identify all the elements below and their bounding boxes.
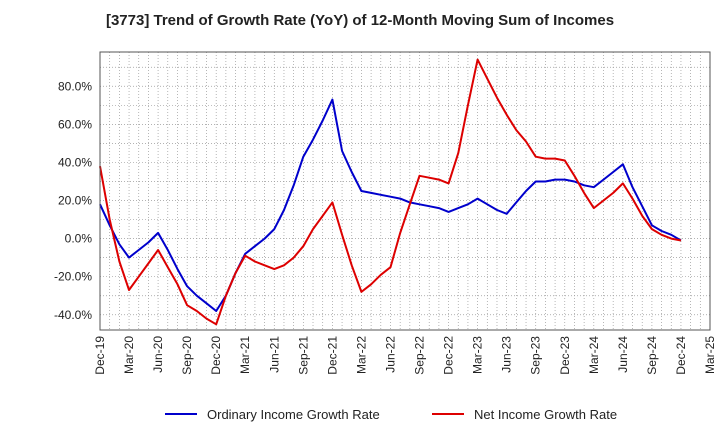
- x-tick-label: Mar-22: [354, 336, 368, 374]
- x-tick-label: Mar-25: [703, 336, 717, 374]
- x-tick-label: Sep-20: [180, 336, 194, 375]
- grid-lines: [100, 52, 710, 330]
- y-tick-label: 0.0%: [65, 232, 93, 246]
- x-tick-label: Jun-22: [383, 336, 397, 373]
- y-tick-label: 80.0%: [58, 79, 92, 93]
- legend-label: Net Income Growth Rate: [474, 407, 617, 422]
- x-tick-label: Jun-24: [616, 336, 630, 373]
- x-tick-label: Jun-23: [500, 336, 514, 373]
- x-tick-label: Jun-20: [151, 336, 165, 373]
- plot-frame: [99, 51, 711, 331]
- y-tick-label: -20.0%: [54, 270, 92, 284]
- y-tick-label: 20.0%: [58, 194, 92, 208]
- x-tick-label: Dec-24: [674, 336, 688, 375]
- x-tick-label: Jun-21: [267, 336, 281, 373]
- x-tick-label: Mar-20: [122, 336, 136, 374]
- y-axis-ticks: 80.0% 60.0% 40.0% 20.0% 0.0% -20.0% -40.0%: [54, 79, 92, 321]
- x-tick-label: Sep-21: [296, 336, 310, 375]
- series-lines: [99, 58, 682, 326]
- x-tick-label: Dec-22: [442, 336, 456, 375]
- y-tick-label: 40.0%: [58, 155, 92, 169]
- chart-title: [3773] Trend of Growth Rate (YoY) of 12-…: [105, 12, 615, 29]
- legend-label: Ordinary Income Growth Rate: [207, 407, 380, 422]
- x-tick-label: Dec-20: [209, 336, 223, 375]
- y-tick-label: -40.0%: [54, 308, 92, 322]
- x-tick-label: Mar-21: [238, 336, 252, 374]
- x-tick-label: Dec-21: [325, 336, 339, 375]
- x-axis-ticks: Dec-19 Mar-20 Jun-20 Sep-20 Dec-20 Mar-21 Jun-…: [93, 336, 717, 375]
- x-tick-label: Sep-23: [529, 336, 543, 375]
- series-line-ordinary-income: [99, 98, 682, 312]
- x-tick-label: Dec-19: [93, 336, 107, 375]
- x-tick-label: Mar-24: [587, 336, 601, 374]
- series-line-net-income: [99, 58, 682, 326]
- x-tick-label: Mar-23: [471, 336, 485, 374]
- x-tick-label: Dec-23: [558, 336, 572, 375]
- x-tick-label: Sep-22: [413, 336, 427, 375]
- x-tick-label: Sep-24: [645, 336, 659, 375]
- legend: Ordinary Income Growth Rate Net Income Gr…: [165, 407, 617, 422]
- y-tick-label: 60.0%: [58, 117, 92, 131]
